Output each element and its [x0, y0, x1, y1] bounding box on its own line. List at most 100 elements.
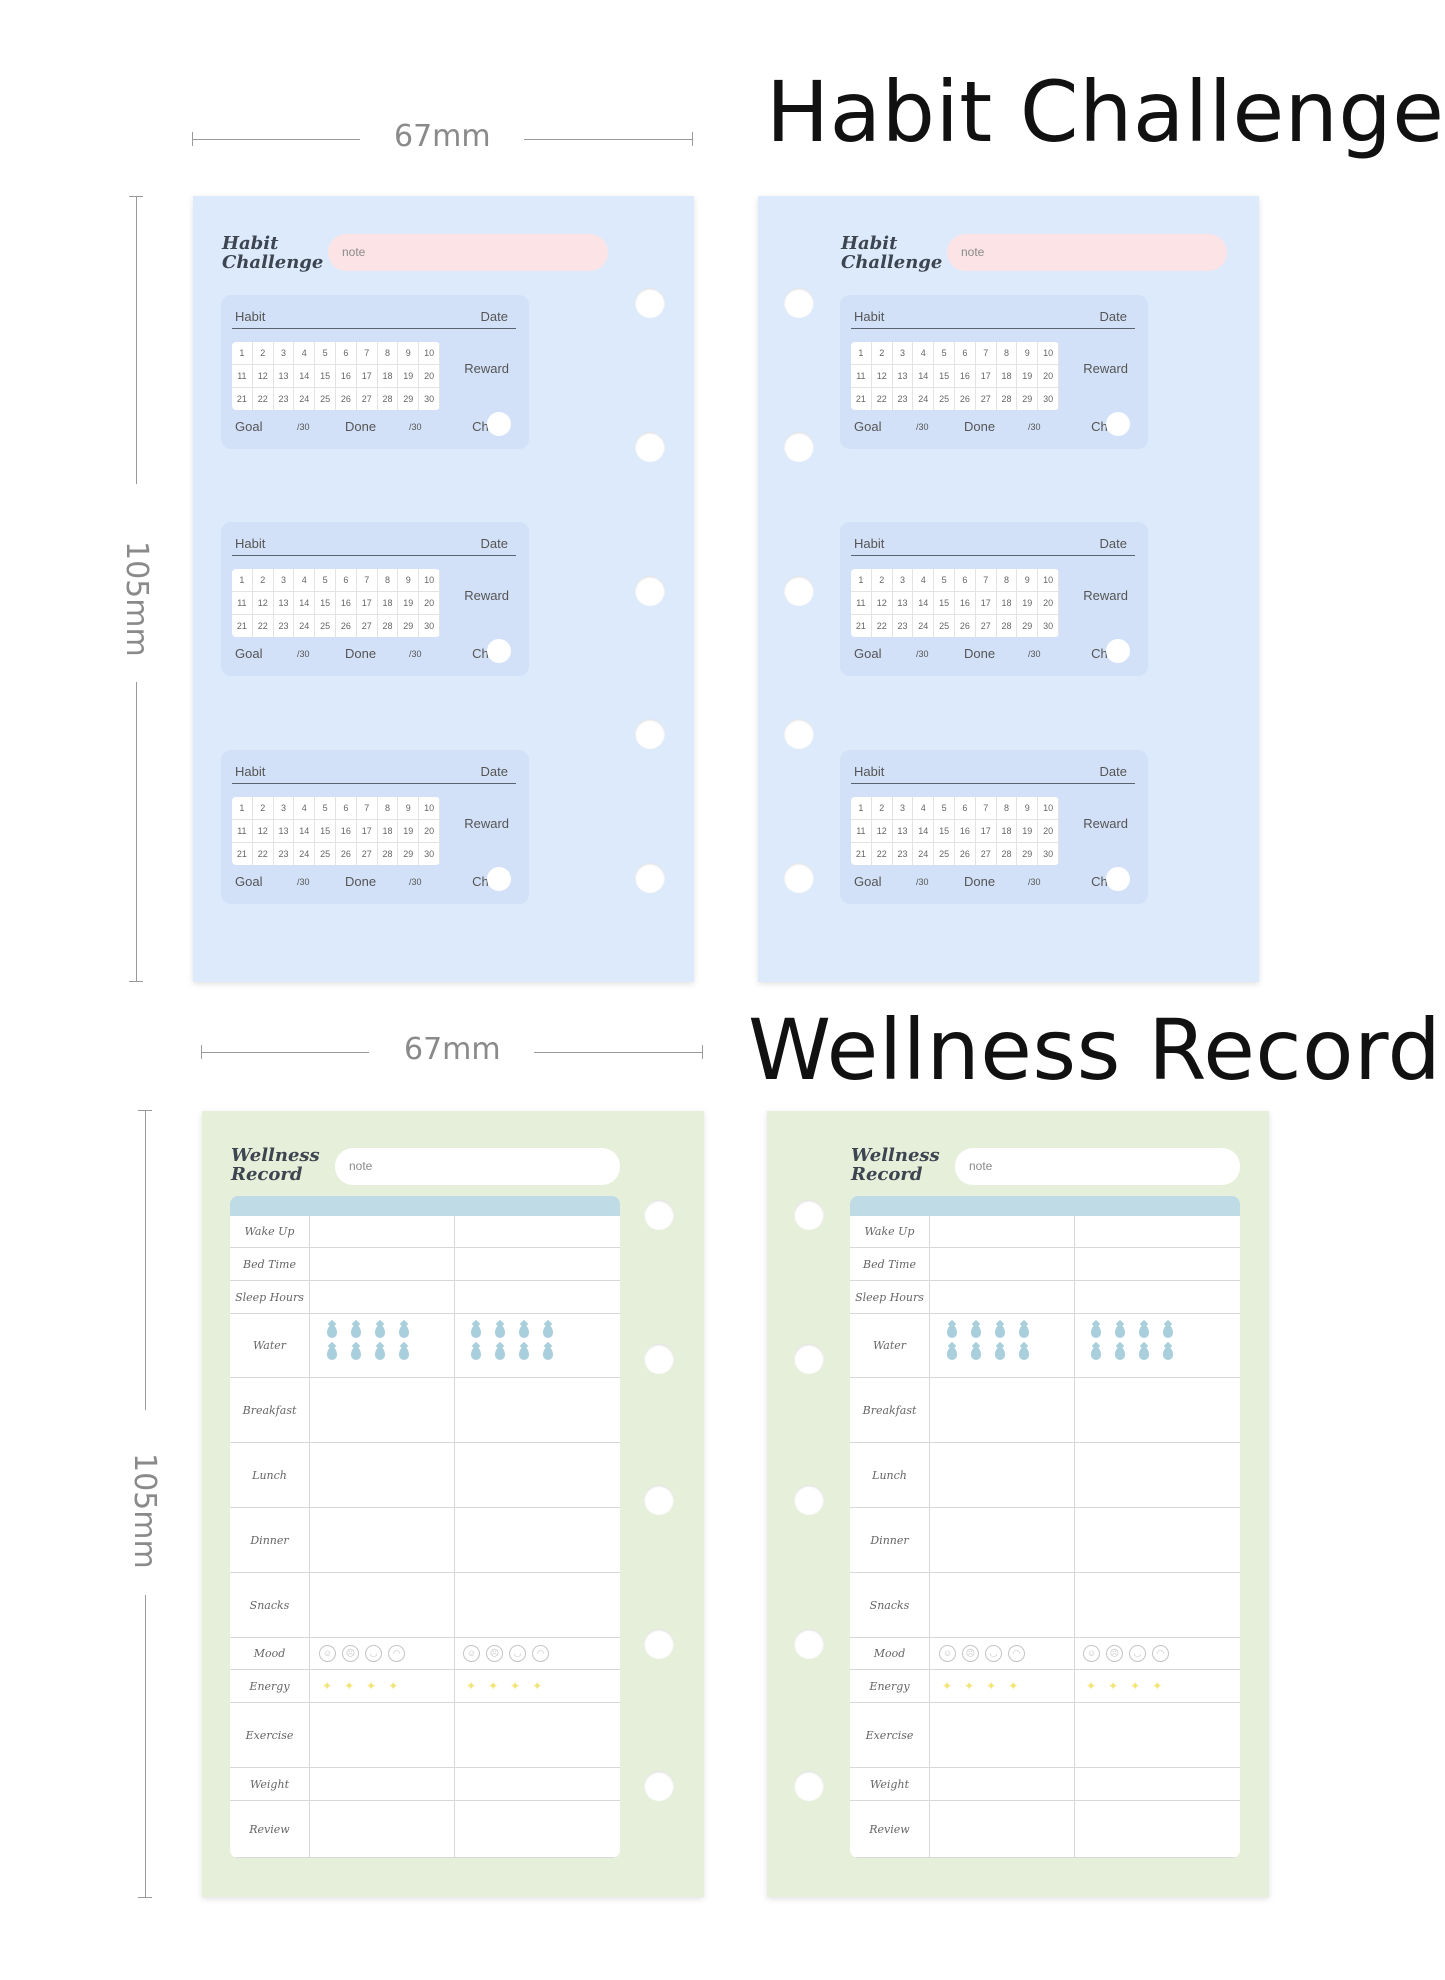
day-cell[interactable]: 5	[315, 569, 336, 592]
day-cell[interactable]: 24	[294, 388, 316, 410]
day-cell[interactable]: 5	[934, 342, 955, 365]
mood-face-icon[interactable]: ☺	[319, 1645, 336, 1662]
energy-star-icon[interactable]: ✦	[388, 1679, 399, 1693]
water-drop-icon[interactable]	[1115, 1325, 1125, 1338]
check-circle[interactable]	[1106, 639, 1130, 663]
day-cell[interactable]: 4	[913, 797, 935, 820]
day-cell[interactable]: 17	[356, 820, 378, 843]
day-cell[interactable]: 22	[253, 843, 274, 865]
day-cell[interactable]: 12	[871, 365, 893, 388]
water-drop-icon[interactable]	[399, 1325, 409, 1338]
day-cell[interactable]: 4	[913, 569, 935, 592]
water-drop-icon[interactable]	[351, 1325, 361, 1338]
day-cell[interactable]: 12	[252, 592, 274, 615]
day-cell[interactable]: 7	[975, 797, 997, 820]
day-cell[interactable]: 11	[232, 820, 253, 843]
day-cell[interactable]: 11	[851, 365, 872, 388]
day-cell[interactable]: 25	[934, 843, 955, 865]
water-drop-icon[interactable]	[1115, 1347, 1125, 1360]
day-cell[interactable]: 26	[955, 388, 976, 410]
day-cell[interactable]: 2	[871, 797, 893, 820]
water-drop-icon[interactable]	[399, 1347, 409, 1360]
energy-star-icon[interactable]: ✦	[510, 1679, 521, 1693]
day-cell[interactable]: 10	[419, 797, 440, 820]
energy-star-icon[interactable]: ✦	[366, 1679, 377, 1693]
day-cell[interactable]: 8	[377, 342, 399, 365]
day-cell[interactable]: 26	[336, 615, 357, 637]
day-cell[interactable]: 1	[851, 797, 872, 820]
day-cell[interactable]: 3	[892, 342, 914, 365]
day-cell[interactable]: 21	[851, 388, 872, 410]
day-cell[interactable]: 25	[934, 615, 955, 637]
day-cell[interactable]: 27	[357, 388, 378, 410]
check-circle[interactable]	[1106, 412, 1130, 436]
day-cell[interactable]: 16	[335, 820, 357, 843]
day-cell[interactable]: 14	[913, 365, 935, 388]
day-cell[interactable]: 19	[1017, 820, 1039, 843]
water-drop-icon[interactable]	[1091, 1347, 1101, 1360]
day-cell[interactable]: 12	[252, 365, 274, 388]
day-cell[interactable]: 26	[336, 843, 357, 865]
day-cell[interactable]: 13	[273, 592, 295, 615]
water-drop-icon[interactable]	[543, 1325, 553, 1338]
day-cell[interactable]: 2	[252, 797, 274, 820]
day-cell[interactable]: 14	[294, 592, 316, 615]
check-circle[interactable]	[487, 867, 511, 891]
day-cell[interactable]: 3	[892, 569, 914, 592]
day-cell[interactable]: 27	[976, 843, 997, 865]
day-cell[interactable]: 29	[398, 615, 420, 637]
day-cell[interactable]: 14	[913, 592, 935, 615]
water-drop-icon[interactable]	[351, 1347, 361, 1360]
water-drop-icon[interactable]	[1139, 1347, 1149, 1360]
day-cell[interactable]: 2	[252, 569, 274, 592]
water-drop-icon[interactable]	[327, 1325, 337, 1338]
day-cell[interactable]: 21	[232, 388, 253, 410]
day-cell[interactable]: 6	[954, 342, 976, 365]
day-cell[interactable]: 22	[253, 388, 274, 410]
day-cell[interactable]: 14	[294, 820, 316, 843]
energy-star-icon[interactable]: ✦	[1130, 1679, 1141, 1693]
day-cell[interactable]: 3	[892, 797, 914, 820]
mood-face-icon[interactable]: ◠	[532, 1645, 549, 1662]
energy-star-icon[interactable]: ✦	[1086, 1679, 1097, 1693]
water-drop-icon[interactable]	[971, 1325, 981, 1338]
day-cell[interactable]: 12	[871, 592, 893, 615]
day-cell[interactable]: 28	[997, 843, 1018, 865]
day-cell[interactable]: 5	[315, 797, 336, 820]
day-cell[interactable]: 22	[872, 615, 893, 637]
day-cell[interactable]: 1	[851, 569, 872, 592]
day-cell[interactable]: 8	[377, 569, 399, 592]
habit-note-field[interactable]: note	[328, 234, 608, 271]
water-drop-icon[interactable]	[1091, 1325, 1101, 1338]
day-cell[interactable]: 21	[232, 615, 253, 637]
day-cell[interactable]: 29	[398, 843, 420, 865]
day-cell[interactable]: 8	[996, 797, 1018, 820]
day-cell[interactable]: 2	[252, 342, 274, 365]
water-drop-icon[interactable]	[519, 1325, 529, 1338]
day-cell[interactable]: 28	[997, 388, 1018, 410]
day-cell[interactable]: 8	[377, 797, 399, 820]
day-cell[interactable]: 11	[851, 592, 872, 615]
day-cell[interactable]: 19	[398, 592, 420, 615]
day-cell[interactable]: 9	[398, 797, 420, 820]
day-cell[interactable]: 3	[273, 569, 295, 592]
day-cell[interactable]: 18	[377, 592, 399, 615]
day-cell[interactable]: 20	[1038, 592, 1059, 615]
day-cell[interactable]: 23	[274, 388, 295, 410]
day-cell[interactable]: 20	[1038, 820, 1059, 843]
day-cell[interactable]: 26	[336, 388, 357, 410]
day-cell[interactable]: 5	[934, 797, 955, 820]
day-cell[interactable]: 23	[893, 843, 914, 865]
energy-star-icon[interactable]: ✦	[1152, 1679, 1163, 1693]
day-cell[interactable]: 3	[273, 342, 295, 365]
water-drop-icon[interactable]	[495, 1347, 505, 1360]
day-cell[interactable]: 17	[975, 365, 997, 388]
energy-star-icon[interactable]: ✦	[1008, 1679, 1019, 1693]
day-cell[interactable]: 23	[893, 615, 914, 637]
check-circle[interactable]	[487, 412, 511, 436]
day-cell[interactable]: 18	[996, 820, 1018, 843]
day-cell[interactable]: 14	[294, 365, 316, 388]
day-cell[interactable]: 30	[1038, 615, 1059, 637]
mood-face-icon[interactable]: ☺	[463, 1645, 480, 1662]
energy-star-icon[interactable]: ✦	[942, 1679, 953, 1693]
